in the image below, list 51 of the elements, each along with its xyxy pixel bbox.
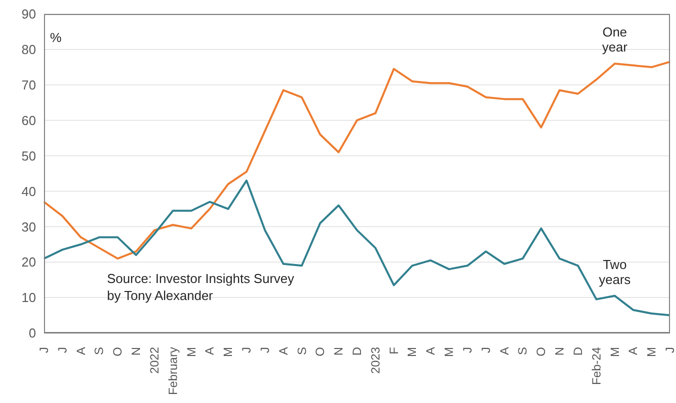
x-tick-label: J: [460, 347, 474, 353]
x-tick-label: S: [92, 347, 106, 356]
y-tick-label: 0: [28, 326, 36, 341]
x-tick-label: M: [608, 347, 622, 357]
y-tick-label: 30: [22, 219, 36, 234]
x-tick-label: 2022: [147, 346, 162, 374]
x-tick-label: O: [534, 347, 548, 356]
x-tick-label: J: [55, 347, 70, 353]
series-label: Two years: [598, 256, 632, 287]
x-tick-label: J: [240, 347, 254, 353]
x-tick-label: M: [405, 347, 420, 357]
y-tick-label: 10: [22, 290, 36, 306]
x-tick-label: A: [626, 347, 640, 356]
x-tick-label: D: [350, 346, 364, 356]
x-tick-label: February: [166, 347, 180, 396]
x-tick-label: O: [110, 347, 125, 356]
x-tick-label: M: [644, 347, 659, 357]
y-tick-label: 60: [22, 112, 36, 128]
x-tick-label: M: [184, 347, 198, 357]
x-tick-label: A: [276, 347, 290, 356]
x-tick-label: J: [258, 347, 272, 353]
y-tick-label: 50: [22, 148, 36, 164]
x-tick-label: F: [386, 347, 401, 354]
y-tick-label: 90: [22, 6, 36, 22]
x-tick-label: A: [424, 347, 438, 356]
line-series: [43, 180, 671, 316]
x-tick-label: D: [570, 346, 585, 356]
series-label: One year: [602, 24, 628, 55]
x-tick-label: Feb-24: [589, 346, 604, 386]
y-tick-label: 70: [22, 78, 36, 93]
x-tick-label: M: [442, 347, 456, 357]
x-tick-label: O: [313, 347, 328, 356]
x-tick-label: A: [202, 347, 217, 356]
x-tick-label: N: [129, 347, 144, 356]
y-axis-title: %: [50, 30, 62, 45]
x-tick-label: S: [294, 347, 309, 356]
x-tick-label: J: [478, 347, 493, 353]
x-tick-label: N: [552, 347, 567, 356]
x-tick-label: N: [332, 347, 346, 356]
x-tick-label: J: [37, 347, 51, 353]
x-tick-label: A: [74, 347, 88, 356]
x-tick-label: J: [663, 347, 676, 353]
y-tick-label: 40: [22, 184, 36, 199]
x-tick-label: 2023: [368, 346, 382, 374]
line-series: [43, 60, 671, 260]
x-tick-label: A: [497, 347, 512, 356]
y-tick-label: 80: [22, 42, 36, 58]
x-tick-label: S: [516, 347, 530, 356]
y-tick-label: 20: [22, 254, 36, 270]
annotation: Source: Investor Insights Survey by Tony Alexander: [107, 270, 296, 304]
x-tick-label: M: [221, 347, 236, 357]
